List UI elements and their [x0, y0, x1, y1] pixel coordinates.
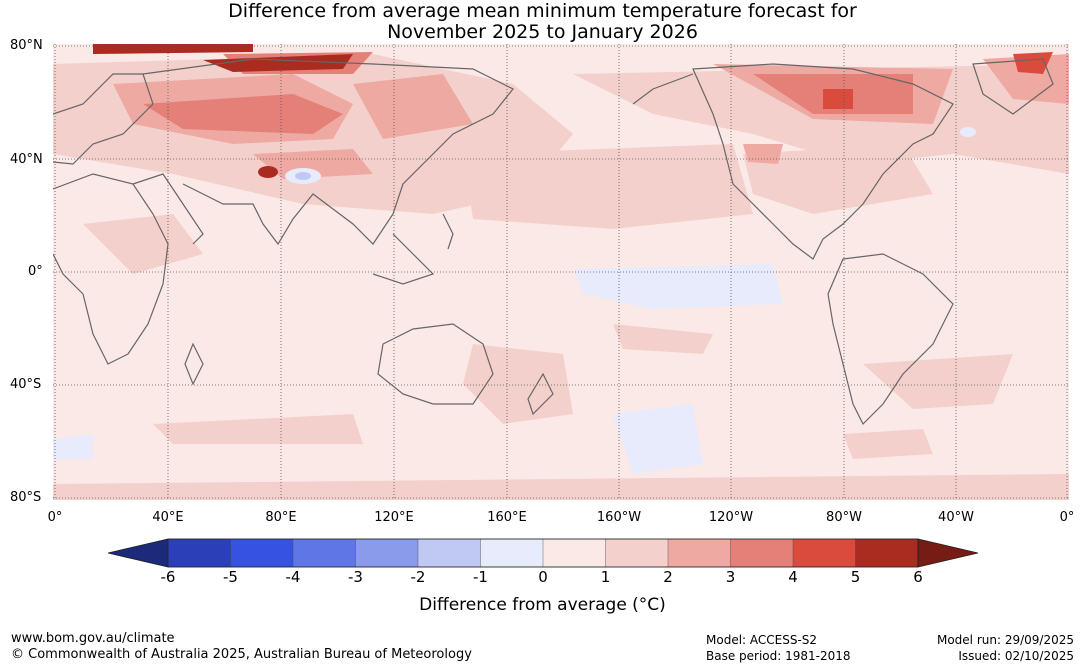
lat-label-80n: 80°N: [10, 38, 43, 53]
legend-swatch: [230, 538, 294, 568]
legend-tick-label: 5: [850, 568, 861, 586]
lat-label-40s: 40°S: [10, 377, 42, 392]
lat-label-80s: 80°S: [10, 490, 42, 505]
lon-label-160e: 160°E: [487, 510, 527, 525]
legend-tick-label: 2: [663, 568, 673, 586]
graticule: [53, 44, 1069, 500]
footer-model-run: Model run: 29/09/2025: [936, 633, 1074, 647]
legend-extend-high: [917, 538, 979, 568]
legend-tick-label: 1: [600, 568, 611, 586]
lon-label-0-east: 0°: [1059, 510, 1075, 525]
legend-tick-label: -6: [160, 568, 176, 586]
lon-label-80e: 80°E: [265, 510, 297, 525]
forecast-map: [53, 44, 1069, 500]
legend-tick-label: -5: [223, 568, 238, 586]
legend-extend-low: [107, 538, 169, 568]
lon-label-120e: 120°E: [374, 510, 414, 525]
legend-colorbar: [107, 538, 979, 568]
legend-tick-label: 3: [725, 568, 736, 586]
legend-tick-label: -1: [473, 568, 488, 586]
coastlines: [53, 58, 1054, 426]
lon-label-0: 0°: [47, 510, 63, 525]
legend-label: Difference from average (°C): [419, 595, 666, 615]
lon-label-120w: 120°W: [708, 510, 754, 525]
legend-swatch: [417, 538, 482, 568]
legend-tick-label: 6: [913, 568, 923, 586]
legend-tick-label: -4: [285, 568, 301, 586]
legend-swatch: [667, 538, 732, 568]
legend-tick-label: 4: [788, 568, 798, 586]
lon-label-40w: 40°W: [938, 510, 974, 525]
legend-swatch: [292, 538, 357, 568]
legend-tick-label: 0: [538, 568, 548, 586]
legend-swatch: [792, 538, 857, 568]
legend-swatch: [167, 538, 232, 568]
legend-frame: [167, 538, 919, 568]
chart-title-line2: November 2025 to January 2026: [387, 21, 698, 43]
legend-swatch: [542, 538, 607, 568]
lon-label-160w: 160°W: [596, 510, 642, 525]
footer-model: Model: ACCESS-S2: [706, 633, 818, 647]
legend-swatch: [855, 538, 919, 568]
legend-tick-label: -2: [410, 568, 426, 586]
footer-copyright: © Commonwealth of Australia 2025, Austra…: [11, 647, 472, 662]
legend-tick-label: -3: [348, 568, 363, 586]
legend-swatch: [480, 538, 544, 568]
lat-label-40n: 40°N: [10, 152, 43, 167]
footer-url[interactable]: www.bom.gov.au/climate: [11, 631, 175, 646]
lon-label-80w: 80°W: [826, 510, 862, 525]
legend-swatches: [107, 538, 979, 568]
legend-swatch: [730, 538, 794, 568]
chart-title-line1: Difference from average mean minimum tem…: [228, 0, 857, 22]
lat-label-0: 0°: [28, 264, 43, 279]
lon-label-40e: 40°E: [152, 510, 184, 525]
footer-base-period: Base period: 1981-2018: [706, 649, 851, 663]
footer-issued: Issued: 02/10/2025: [958, 649, 1074, 663]
legend-swatch: [355, 538, 419, 568]
legend-swatch: [605, 538, 669, 568]
